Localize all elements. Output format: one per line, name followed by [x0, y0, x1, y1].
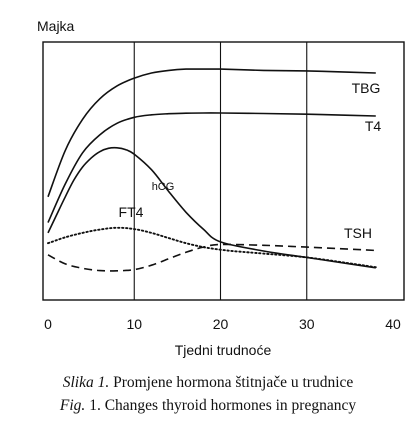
series-label-hcg: hCG	[152, 181, 175, 193]
series-line-t4	[47, 112, 376, 223]
series-line-tsh	[47, 243, 376, 272]
caption-1-prefix: Slika 1.	[62, 374, 110, 391]
caption-2-text: 1. Changes thyroid hormones in pregnancy	[85, 397, 357, 414]
x-tick-label: 30	[299, 316, 315, 332]
caption-2-prefix: Fig.	[59, 397, 86, 414]
series-line-tbg	[47, 68, 376, 198]
thyroid-hormone-chart: 0 10 20 30 40 TBG T4 hCG FT4 TSH Majka Tjedni tr…	[37, 18, 405, 358]
x-tick-label: 10	[126, 316, 142, 332]
x-axis-label: Tjedni trudnoće	[175, 342, 272, 358]
series-label-t4: T4	[365, 118, 382, 134]
caption-line-1: Slika 1. Promjene hormona štitnjače u tr…	[0, 374, 416, 392]
x-tick-label: 0	[44, 316, 52, 332]
plot-frame	[42, 41, 405, 301]
series-label-tbg: TBG	[352, 80, 381, 96]
series-line-hcg	[47, 146, 376, 269]
series-line-ft4	[47, 226, 377, 269]
x-tick-label: 40	[385, 316, 401, 332]
x-tick-label: 20	[213, 316, 229, 332]
series-label-tsh: TSH	[344, 225, 372, 241]
caption-line-2: Fig. 1. Changes thyroid hormones in preg…	[0, 397, 416, 415]
y-axis-label: Majka	[37, 18, 75, 34]
series-label-ft4: FT4	[119, 204, 144, 220]
caption-1-text: Promjene hormona štitnjače u trudnice	[109, 374, 354, 391]
